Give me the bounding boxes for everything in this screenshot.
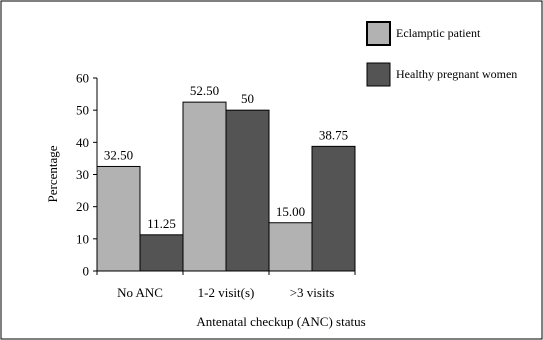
x-tick-label: >3 visits <box>290 285 335 300</box>
x-tick-label: 1-2 visit(s) <box>198 285 255 300</box>
data-label: 50 <box>241 91 254 106</box>
bars-group <box>96 101 356 272</box>
data-label: 11.25 <box>147 216 176 231</box>
y-tick-label: 10 <box>76 231 89 246</box>
data-label: 32.50 <box>104 147 133 162</box>
y-tick-label: 60 <box>76 71 89 86</box>
legend-swatch-healthy <box>366 62 391 87</box>
x-ticks-group: No ANC 1-2 visit(s) >3 visits <box>96 271 356 300</box>
legend-swatch-eclamptic <box>366 21 391 46</box>
x-axis-title: Antenatal checkup (ANC) status <box>196 314 365 329</box>
data-labels-group: 32.50 11.25 52.50 50 15.00 38.75 <box>104 83 348 231</box>
bar-healthy-0 <box>139 234 184 272</box>
bar-eclamptic-0 <box>96 165 141 272</box>
y-axis-title: Percentage <box>45 145 60 202</box>
data-label: 52.50 <box>190 83 219 98</box>
legend-label-eclamptic: Eclamptic patient <box>396 26 481 40</box>
y-tick-label: 20 <box>76 199 89 214</box>
bar-healthy-2 <box>311 145 356 272</box>
legend: Eclamptic patient Healthy pregnant women <box>366 21 517 87</box>
y-tick-label: 40 <box>76 135 89 150</box>
y-ticks-group: 0 10 20 30 40 50 60 <box>76 71 97 279</box>
bar-eclamptic-2 <box>268 222 313 272</box>
legend-label-healthy: Healthy pregnant women <box>396 67 517 81</box>
data-label: 15.00 <box>276 204 305 219</box>
x-tick-label: No ANC <box>117 285 163 300</box>
data-label: 38.75 <box>319 127 348 142</box>
y-tick-label: 0 <box>83 264 90 279</box>
bar-eclamptic-1 <box>182 101 227 272</box>
bar-healthy-1 <box>225 109 270 272</box>
y-tick-label: 50 <box>76 103 89 118</box>
y-tick-label: 30 <box>76 167 89 182</box>
